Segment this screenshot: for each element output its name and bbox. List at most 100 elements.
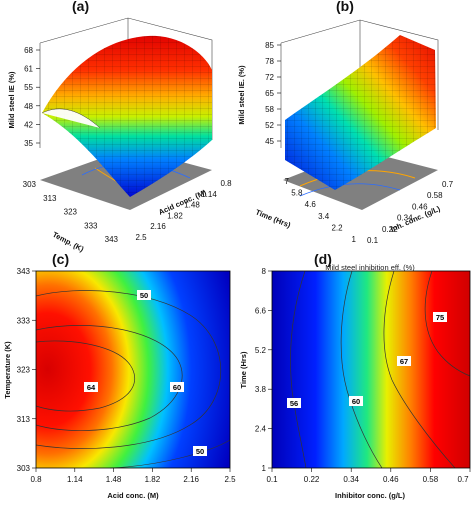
a-y-tick-label: 1.48	[184, 201, 200, 210]
svg-text:67: 67	[400, 357, 408, 366]
c-x-ticks: 0.8 1.14 1.48 1.82 2.16 2.5	[30, 468, 236, 484]
d-x-tick-label: 0.34	[343, 475, 359, 484]
d-x-tick-label: 0.22	[304, 475, 320, 484]
svg-text:50: 50	[140, 291, 148, 300]
a-z-ticks: 35 42 48 55 61 68	[24, 46, 40, 148]
a-z-tick-label: 42	[24, 120, 33, 129]
svg-text:64: 64	[87, 383, 96, 392]
c-x-tick-label: 1.14	[67, 475, 83, 484]
c-x-tick-label: 2.5	[224, 475, 236, 484]
d-x-tick-label: 0.7	[457, 475, 469, 484]
d-y-tick-label: 8	[262, 267, 267, 276]
d-y-tick-label: 3.8	[255, 385, 267, 394]
d-x-ticks: 0.1 0.22 0.34 0.46 0.58 0.7	[266, 468, 471, 484]
d-contour-75	[424, 270, 471, 377]
d-label-75: 75	[433, 312, 447, 322]
c-x-tick-label: 1.48	[106, 475, 122, 484]
a-y-ticks: 0.81.141.481.822.162.5	[135, 179, 232, 242]
panel-d-label: (d)	[314, 251, 332, 267]
c-y-tick-label: 333	[17, 316, 31, 325]
c-label-64: 64	[84, 382, 98, 392]
a-x-tick-label: 313	[43, 194, 57, 203]
b-z-tick-label: 45	[265, 137, 274, 146]
d-contour-67	[383, 270, 456, 469]
svg-text:60: 60	[173, 383, 181, 392]
b-x-ticks: 1 2.23.44.65.87	[285, 177, 357, 244]
d-label-60: 60	[349, 396, 363, 406]
b-x-tick-label: 1	[352, 235, 357, 244]
c-contour-64	[35, 340, 135, 412]
d-y-tick-label: 1	[262, 464, 267, 473]
svg-text:60: 60	[352, 397, 360, 406]
d-x-tick-label: 0.1	[266, 475, 278, 484]
d-contour-56	[290, 270, 307, 469]
b-x-tick-label: 7	[285, 177, 290, 186]
a-z-tick-label: 48	[24, 102, 33, 111]
a-x-ticks: 303 313 323 333 343	[23, 180, 119, 244]
c-x-tick-label: 0.8	[30, 475, 42, 484]
svg-text:56: 56	[290, 399, 298, 408]
a-x-tick-label: 323	[64, 208, 78, 217]
c-y-tick-label: 303	[17, 464, 31, 473]
panel-c: (c) 50 64 60 50 0.8 1.14 1.48 1.82 2.16 2.5 3…	[3, 251, 236, 500]
c-x-axis-title: Acid conc. (M)	[107, 491, 159, 500]
c-y-tick-label: 323	[17, 366, 31, 375]
b-y-tick-label: 0.46	[412, 202, 428, 211]
d-y-ticks: 1 2.4 3.8 5.2 6.6 8	[255, 267, 272, 473]
panel-a-label: (a)	[72, 0, 89, 14]
c-label-60: 60	[170, 382, 184, 392]
b-z-tick-label: 72	[265, 73, 274, 82]
b-x-tick-label: 3.4	[318, 212, 330, 221]
b-z-ticks: 45 52 58 65 72 78 85	[265, 41, 281, 146]
b-z-tick-label: 78	[265, 57, 274, 66]
d-contour-60	[340, 270, 383, 469]
a-z-tick-label: 55	[24, 83, 33, 92]
b-x-tick-label: 2.2	[331, 223, 343, 232]
c-y-axis-title: Temperature (K)	[3, 341, 12, 399]
panel-a: (a) 35 42 48 55 61 68 Mild steel IE (%) 303 31…	[7, 0, 232, 254]
c-y-tick-label: 343	[17, 267, 31, 276]
c-label-50-bottom: 50	[193, 446, 207, 456]
a-y-tick-label: 1.14	[201, 190, 217, 199]
b-y-ticks: 0.10.22 0.34 0.46 0.58 0.7	[367, 180, 454, 245]
a-y-tick-label: 2.16	[150, 222, 166, 231]
panel-b: (b) 45 52 58 65 72 78 85 Mild steel IE. (%) 12…	[237, 0, 454, 245]
b-y-tick-label: 0.34	[397, 214, 413, 223]
a-y-tick-label: 1.82	[167, 211, 183, 220]
b-z-tick-label: 58	[265, 105, 274, 114]
b-x-axis-title: Time (Hrs)	[254, 208, 292, 230]
c-y-tick-label: 313	[17, 415, 31, 424]
d-x-axis-title: Inhibitor conc. (g/L)	[335, 491, 405, 500]
panel-b-label: (b)	[336, 0, 354, 14]
panel-c-label: (c)	[52, 251, 69, 267]
a-x-tick-label: 303	[23, 180, 37, 189]
d-chart-title: Mild steel inhibition eff. (%)	[325, 263, 415, 272]
b-z-tick-label: 52	[265, 121, 274, 130]
c-y-ticks: 303 313 323 333 343	[17, 267, 36, 473]
svg-text:50: 50	[196, 447, 204, 456]
b-z-axis-title: Mild steel IE. (%)	[237, 65, 246, 125]
c-contour-50	[35, 290, 221, 449]
d-y-tick-label: 2.4	[255, 425, 267, 434]
a-z-tick-label: 35	[24, 139, 33, 148]
d-x-tick-label: 0.58	[423, 475, 439, 484]
b-z-tick-label: 85	[265, 41, 274, 50]
b-y-tick-label: 0.1	[367, 236, 379, 245]
a-y-tick-label: 2.5	[135, 233, 147, 242]
b-x-tick-label: 4.6	[305, 200, 317, 209]
d-y-axis-title: Time (Hrs)	[239, 351, 248, 388]
a-x-tick-label: 343	[105, 235, 119, 244]
c-x-tick-label: 2.16	[183, 475, 199, 484]
b-y-tick-label: 0.22	[382, 225, 398, 234]
a-z-tick-label: 61	[24, 65, 33, 74]
c-label-50-top: 50	[137, 290, 151, 300]
d-y-tick-label: 5.2	[255, 346, 267, 355]
d-heatmap	[272, 271, 470, 468]
c-x-tick-label: 1.82	[145, 475, 161, 484]
d-y-tick-label: 6.6	[255, 306, 267, 315]
svg-text:75: 75	[436, 313, 444, 322]
a-x-tick-label: 333	[84, 221, 98, 230]
b-x-tick-label: 5.8	[291, 189, 303, 198]
a-y-tick-label: 0.8	[220, 179, 232, 188]
